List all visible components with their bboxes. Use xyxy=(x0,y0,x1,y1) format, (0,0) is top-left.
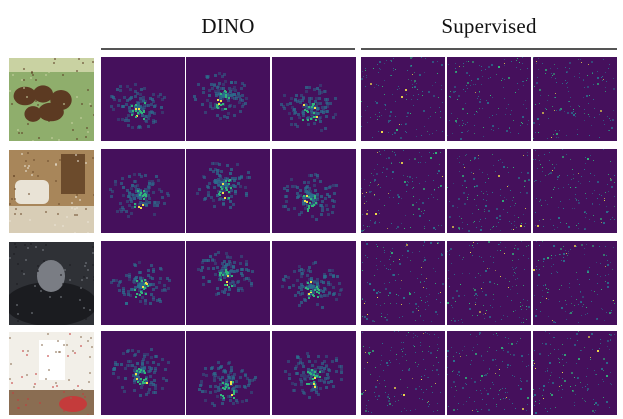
supervised-attention-map xyxy=(533,241,617,325)
supervised-attention-map xyxy=(447,149,531,233)
dino-attention-map xyxy=(186,331,270,415)
input-photo-bathroom xyxy=(9,150,94,233)
supervised-rule xyxy=(361,48,617,50)
supervised-attention-map xyxy=(533,57,617,141)
supervised-attention-map xyxy=(361,331,445,415)
figure-row xyxy=(0,149,623,233)
supervised-attention-map xyxy=(361,149,445,233)
dino-rule xyxy=(101,48,355,50)
input-photo-cat xyxy=(9,242,94,325)
dino-attention-map xyxy=(272,57,356,141)
dino-attention-map xyxy=(186,57,270,141)
dino-attention-map xyxy=(272,241,356,325)
supervised-title: Supervised xyxy=(441,14,537,38)
supervised-attention-map xyxy=(447,331,531,415)
figure-row xyxy=(0,331,623,415)
input-photo-cows xyxy=(9,58,94,141)
supervised-attention-map xyxy=(361,57,445,141)
dino-attention-map xyxy=(101,149,185,233)
supervised-attention-map xyxy=(533,149,617,233)
supervised-attention-map xyxy=(533,331,617,415)
dino-attention-map xyxy=(272,149,356,233)
supervised-attention-map xyxy=(361,241,445,325)
figure-row xyxy=(0,241,623,325)
dino-attention-map xyxy=(186,149,270,233)
dino-attention-map xyxy=(101,331,185,415)
dino-attention-map xyxy=(101,57,185,141)
supervised-attention-map xyxy=(447,57,531,141)
figure-row xyxy=(0,57,623,141)
dino-attention-map xyxy=(272,331,356,415)
dino-attention-map xyxy=(101,241,185,325)
input-photo-living-room xyxy=(9,332,94,415)
dino-title: DINO xyxy=(201,14,255,38)
dino-attention-map xyxy=(186,241,270,325)
supervised-attention-map xyxy=(447,241,531,325)
